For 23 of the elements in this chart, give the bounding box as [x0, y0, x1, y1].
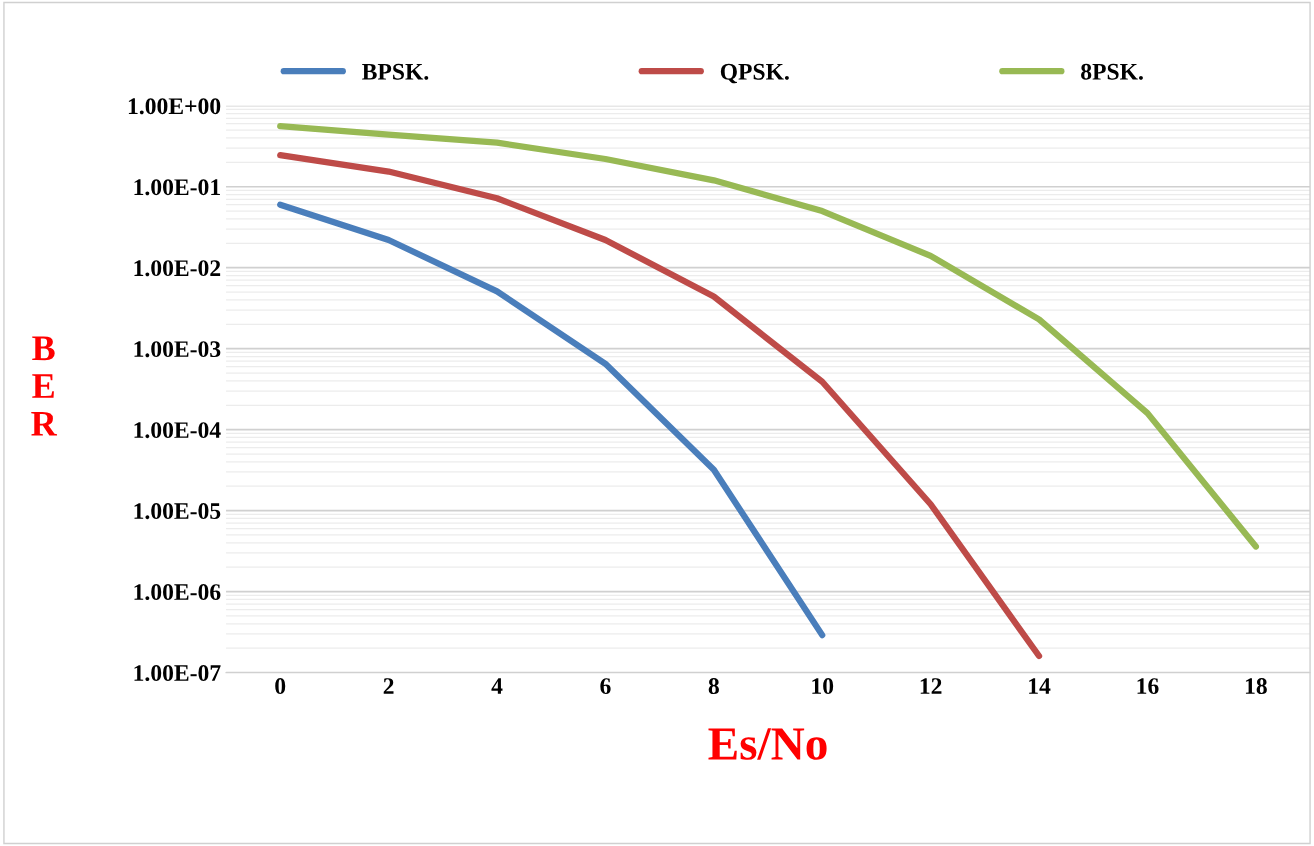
- y-tick-label: 1.00E-07: [134, 665, 221, 682]
- legend-label: QPSK.: [720, 63, 789, 84]
- x-tick-label: 16: [1137, 678, 1159, 695]
- x-tick-label: 6: [600, 678, 611, 695]
- x-axis-title: Es/No: [708, 728, 827, 760]
- y-tick-label: 1.00E-01: [134, 179, 220, 196]
- x-tick-label: 12: [920, 678, 942, 694]
- y-tick-label: 1.00E-04: [134, 422, 221, 439]
- y-tick-label: 1.00E+00: [128, 98, 221, 115]
- x-tick-label: 10: [812, 678, 834, 695]
- y-tick-label: 1.00E-06: [134, 584, 221, 601]
- x-tick-label: 0: [275, 678, 286, 695]
- x-tick-label: 2: [383, 678, 394, 694]
- x-tick-label: 4: [491, 678, 503, 694]
- x-tick-label: 18: [1245, 678, 1267, 695]
- y-tick-label: 1.00E-05: [134, 503, 221, 520]
- y-tick-label: 1.00E-03: [134, 341, 221, 358]
- legend-label: BPSK.: [362, 63, 429, 80]
- x-tick-label: 14: [1029, 678, 1051, 694]
- x-tick-label: 8: [708, 678, 719, 695]
- y-tick-label: 1.00E-02: [134, 260, 221, 277]
- legend-label: 8PSK.: [1081, 63, 1143, 80]
- y-axis-title: BER: [31, 336, 58, 436]
